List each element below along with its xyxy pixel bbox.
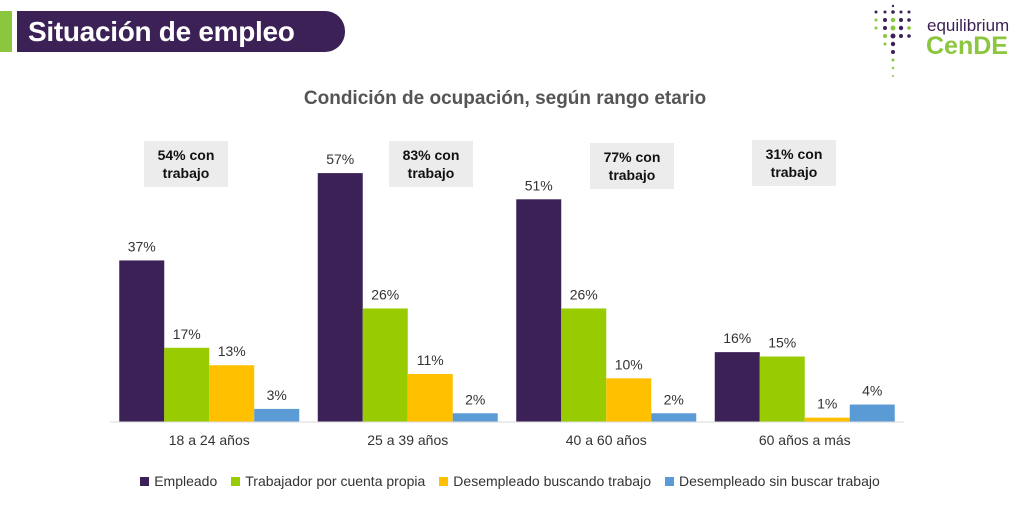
bar-2-1 [317, 173, 363, 422]
legend-label: Desempleado sin buscar trabajo [679, 473, 880, 489]
callout-40-60: 77% con trabajo [590, 143, 674, 189]
legend-label: Trabajador por cuenta propia [245, 473, 426, 489]
data-label-4-3: 1% [817, 396, 837, 412]
bar-4-1 [714, 352, 760, 422]
bar-3-4 [651, 413, 697, 422]
chart-legend: Empleado Trabajador por cuenta propia Dese… [0, 473, 1020, 489]
chart-title: Condición de ocupación, según rango etar… [303, 88, 707, 109]
legend-label: Empleado [154, 473, 218, 489]
bar-3-3 [606, 378, 652, 422]
legend-swatch [439, 476, 449, 486]
data-label-2-4: 2% [465, 391, 485, 407]
data-label-1-1: 37% [128, 238, 156, 254]
data-label-4-1: 16% [723, 330, 751, 346]
bar-2-4 [452, 413, 498, 422]
data-label-3-1: 51% [525, 177, 553, 193]
data-label-1-3: 13% [218, 343, 246, 359]
legend-item-2: Trabajador por cuenta propia [231, 473, 425, 489]
x-tick-label: 25 a 39 años [367, 432, 448, 448]
logo-line1: equilibrium [927, 16, 1010, 35]
data-label-1-2: 17% [173, 326, 201, 342]
equilibrium-cende-logo: equilibrium CenDE [862, 2, 1022, 84]
bar-3-1 [516, 199, 562, 422]
bar-1-2 [164, 347, 210, 422]
data-label-2-3: 11% [417, 352, 444, 368]
callout-25-39: 83% con trabajo [389, 141, 473, 187]
bar-1-4 [254, 408, 300, 422]
legend-swatch [231, 476, 241, 486]
data-label-4-2: 15% [768, 335, 796, 351]
bar-1-3 [209, 365, 255, 422]
data-label-2-1: 57% [326, 151, 354, 167]
data-label-3-4: 2% [664, 391, 684, 407]
bar-4-3 [804, 417, 850, 422]
logo-line2: CenDE [926, 32, 1008, 60]
callout-60-plus: 31% con trabajo [752, 140, 836, 186]
legend-label: Desempleado buscando trabajo [453, 473, 651, 489]
bar-chart: 37% 17% 13% 3% 18 a 24 años 57% 26% 11% 2% 25 a 3… [110, 151, 904, 448]
bar-2-2 [362, 308, 408, 422]
data-label-4-4: 4% [862, 383, 882, 399]
data-label-1-4: 3% [267, 387, 287, 403]
bar-4-4 [849, 404, 895, 422]
bar-2-3 [407, 373, 453, 422]
x-tick-label: 18 a 24 años [169, 432, 250, 448]
header-bar: Situación de empleo [17, 11, 345, 52]
x-tick-label: 60 años a más [759, 432, 851, 448]
legend-swatch [665, 476, 674, 486]
logo-dots-icon [874, 4, 911, 77]
legend-item-1: Empleado [140, 473, 217, 489]
data-label-3-3: 10% [615, 356, 643, 372]
bar-1-1 [119, 260, 165, 422]
bar-3-2 [561, 308, 607, 422]
page-title: Situación de empleo [28, 15, 295, 47]
data-label-3-2: 26% [570, 286, 598, 302]
header-accent [0, 11, 12, 52]
bar-4-2 [759, 356, 805, 422]
legend-item-4: Desempleado sin buscar trabajo [665, 473, 880, 489]
x-tick-label: 40 a 60 años [566, 432, 647, 448]
legend-swatch [140, 476, 150, 486]
legend-item-3: Desempleado buscando trabajo [439, 473, 651, 489]
callout-18-24: 54% con trabajo [144, 141, 228, 187]
data-label-2-2: 26% [371, 286, 399, 302]
